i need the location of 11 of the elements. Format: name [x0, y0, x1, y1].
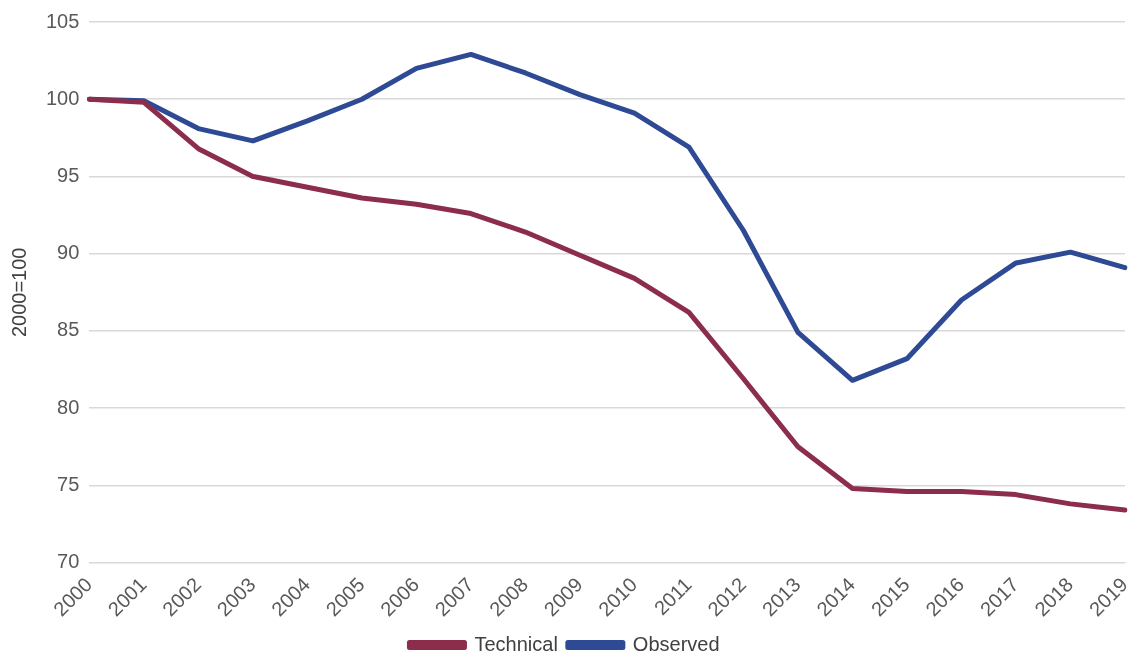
y-tick-label: 95: [57, 163, 80, 186]
legend-label: Observed: [632, 632, 720, 655]
y-axis-title: 2000=100: [7, 247, 30, 338]
y-tick-label: 100: [45, 86, 80, 109]
y-tick-label: 105: [45, 9, 80, 32]
y-tick-label: 70: [57, 550, 80, 573]
y-tick-label: 75: [57, 472, 80, 495]
y-tick-label: 90: [57, 241, 80, 264]
y-tick-label: 85: [57, 318, 80, 341]
legend-label: Technical: [474, 632, 558, 655]
y-tick-label: 80: [57, 395, 80, 418]
